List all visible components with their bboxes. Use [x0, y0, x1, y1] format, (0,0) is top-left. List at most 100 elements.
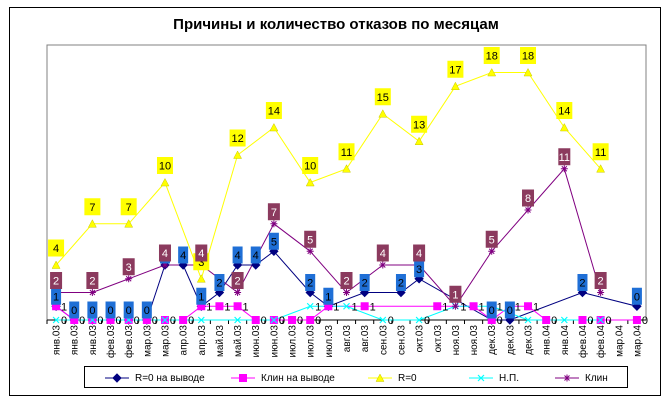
x-tick-label: окт.03: [415, 325, 426, 353]
data-label-box: [374, 88, 391, 106]
legend-label: Клин: [585, 372, 608, 384]
point-marker: [563, 374, 571, 382]
data-label-box: [84, 198, 101, 216]
point-marker: [342, 164, 351, 173]
legend-swatch: [231, 374, 255, 382]
x-tick-label: дек.03: [524, 325, 535, 355]
data-label-box: [592, 143, 609, 161]
data-label: 1: [224, 301, 230, 313]
data-label-box: [105, 301, 116, 319]
data-label: 2: [216, 278, 222, 290]
data-label: 0: [279, 315, 285, 327]
point-marker: [112, 373, 122, 383]
x-tick-label: фев.03: [123, 325, 135, 358]
data-label-box: [486, 301, 497, 319]
data-label: 0: [497, 315, 503, 327]
data-label: 0: [79, 315, 85, 327]
x-tick-label: мар.03: [160, 325, 171, 357]
data-label: 1: [351, 301, 357, 313]
point-marker: [125, 275, 133, 283]
data-label: 1: [243, 301, 249, 313]
data-label: 1: [515, 301, 521, 313]
data-label: 4: [53, 243, 59, 255]
legend-item: R=0 на выводе: [105, 370, 205, 386]
legend-label: R=0 на выводе: [135, 372, 205, 384]
data-label: 15: [377, 92, 389, 104]
data-label: 14: [268, 106, 280, 118]
data-label: 1: [53, 291, 59, 303]
data-label-box: [376, 244, 389, 262]
point-marker: [215, 302, 224, 311]
point-marker: [233, 302, 242, 311]
data-label: 3: [126, 262, 132, 274]
legend-label: Клин на выводе: [261, 372, 335, 384]
legend-swatch: [368, 373, 392, 382]
point-marker: [161, 316, 169, 324]
x-tick-label: апр.03: [197, 325, 208, 356]
data-label-box: [120, 198, 137, 216]
x-tick-label: авг.03: [360, 325, 371, 353]
x-tick-label: июл.03: [306, 325, 317, 358]
point-marker: [306, 302, 314, 310]
x-tick-label: фев.04: [595, 325, 607, 358]
point-marker: [415, 316, 423, 324]
data-label: 0: [170, 315, 176, 327]
point-marker: [487, 67, 497, 77]
data-label-box: [449, 285, 462, 303]
point-marker: [196, 274, 206, 283]
data-label: 12: [231, 133, 243, 145]
point-marker: [578, 316, 587, 324]
point-marker: [305, 177, 315, 187]
point-marker: [306, 316, 315, 324]
data-label: 7: [89, 202, 95, 214]
point-marker: [269, 122, 279, 132]
point-marker: [197, 316, 205, 324]
data-label: 0: [551, 315, 557, 327]
legend-item: R=0: [368, 370, 417, 386]
data-label: 1: [497, 301, 503, 313]
point-marker: [87, 219, 97, 228]
data-label: 0: [634, 291, 640, 303]
data-label: 1: [442, 301, 448, 313]
data-label-box: [122, 258, 135, 276]
x-tick-label: фев.03: [105, 325, 117, 358]
data-label: 0: [606, 315, 612, 327]
data-label-box: [156, 157, 173, 174]
data-label-box: [50, 272, 63, 289]
point-marker: [450, 81, 460, 90]
data-label: 0: [71, 305, 77, 317]
point-marker: [560, 316, 568, 324]
point-marker: [597, 316, 605, 324]
point-marker: [524, 302, 533, 311]
point-marker: [360, 302, 369, 311]
data-label: 0: [315, 315, 321, 327]
x-tick-label: ноя.03: [451, 325, 462, 356]
data-label-box: [86, 272, 99, 289]
x-tick-label: дек.03: [487, 325, 498, 355]
point-marker: [375, 373, 385, 382]
x-tick-label: янв.03: [88, 325, 99, 356]
data-label-box: [51, 287, 62, 305]
data-label-box: [359, 274, 370, 291]
point-marker: [469, 302, 478, 311]
data-label: 1: [333, 301, 339, 313]
data-label: 0: [507, 305, 513, 317]
data-label: 2: [598, 276, 604, 288]
data-label-box: [413, 244, 426, 262]
point-marker: [433, 302, 442, 311]
legend-label: Н.П.: [499, 372, 519, 384]
point-marker: [234, 316, 242, 324]
data-label: 0: [107, 305, 113, 317]
data-label-box: [302, 157, 319, 174]
point-marker: [597, 289, 605, 296]
point-marker: [632, 316, 641, 324]
data-label: 0: [279, 315, 285, 327]
data-label-box: [556, 102, 573, 119]
point-marker: [524, 316, 532, 324]
point-marker: [477, 374, 485, 382]
data-label: 0: [89, 305, 95, 317]
data-label: 4: [380, 248, 386, 260]
data-label: 0: [97, 315, 103, 327]
data-label: 4: [198, 248, 204, 260]
point-marker: [414, 136, 424, 145]
